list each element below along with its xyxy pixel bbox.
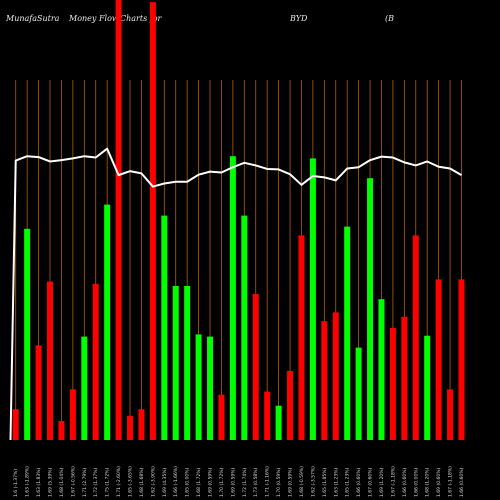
x-tick-label: 1.70 (0.59%) bbox=[276, 467, 282, 497]
line-series bbox=[9, 147, 462, 441]
x-tick-label: 1.69 (5.39%) bbox=[48, 467, 54, 497]
chart-name-label: Money Flow bbox=[69, 14, 119, 23]
x-tick-label: 1.67 (-1.18%) bbox=[448, 466, 454, 497]
x-tick-label: 1.66 (0.60%) bbox=[402, 467, 408, 497]
x-tick-label: 1.65 (-3.65%) bbox=[128, 466, 134, 497]
bar bbox=[321, 321, 328, 440]
bar bbox=[458, 279, 465, 440]
bar bbox=[69, 389, 76, 440]
x-tick-label: 1.66 (-1.66%) bbox=[173, 466, 179, 497]
x-tick-label: 1.72 (1.74%) bbox=[242, 467, 248, 497]
x-tick-label: 1.63 (1.23%) bbox=[333, 467, 339, 497]
bar bbox=[401, 316, 408, 440]
x-tick-label: 1.65 (1.85%) bbox=[322, 467, 328, 497]
bar bbox=[218, 394, 225, 440]
bar bbox=[24, 228, 31, 440]
x-tick-label: 1.67 (-1.18%) bbox=[390, 466, 396, 497]
x-tick-label: 1.71 (2.79%) bbox=[82, 467, 88, 497]
x-tick-label: 1.72 (1.37%) bbox=[93, 467, 99, 497]
x-tick-label: 1.69 (0.59%) bbox=[208, 467, 214, 497]
bar bbox=[104, 204, 111, 440]
bar bbox=[58, 421, 65, 440]
x-tick-label: 1.65 (1.23%) bbox=[345, 467, 351, 497]
bar bbox=[92, 283, 99, 440]
x-tick-label: 1.67 (0.60%) bbox=[368, 467, 374, 497]
bar bbox=[172, 286, 179, 440]
bar bbox=[435, 279, 442, 440]
bar bbox=[275, 405, 282, 440]
x-tick-label: 1.68 (1.20%) bbox=[425, 467, 431, 497]
bar bbox=[149, 2, 156, 440]
x-tick-label: 1.69 (0.60%) bbox=[436, 467, 442, 497]
bar bbox=[389, 327, 396, 440]
x-tick-labels: 1.6 (-1.37%) 1.63 (-1.89%) 1.63 (1.83%) 1.6… bbox=[13, 466, 465, 497]
bar bbox=[412, 235, 419, 440]
bar bbox=[138, 409, 145, 440]
title-tail-label: Charts for bbox=[120, 14, 162, 23]
bar bbox=[332, 312, 339, 440]
x-tick-label: 1.66 (0.60%) bbox=[459, 467, 465, 497]
x-tick-label: 1.69 (0.59%) bbox=[230, 467, 236, 497]
x-tick-label: 1.65 (0.00%) bbox=[185, 467, 191, 497]
bar bbox=[378, 299, 385, 440]
bar bbox=[195, 334, 202, 440]
bar bbox=[424, 335, 431, 440]
x-tick-label: 1.68 (1.04%) bbox=[59, 467, 65, 497]
x-tick-label: 1.63 (1.83%) bbox=[36, 467, 42, 497]
x-tick-label: 1.71 (-2.60%) bbox=[116, 466, 122, 497]
bar bbox=[264, 391, 271, 440]
x-tick-label: 1.62 (-3.57%) bbox=[310, 466, 316, 497]
x-tick-label: 1.68 (-0.59%) bbox=[299, 466, 305, 497]
money-flow-line bbox=[9, 147, 462, 441]
bar bbox=[367, 178, 374, 440]
bar bbox=[81, 336, 88, 440]
x-tick-label: 1.6 (-1.37%) bbox=[13, 469, 19, 497]
x-tick-label: 1.75 (1.72%) bbox=[105, 467, 111, 497]
x-tick-label: 1.73 (0.58%) bbox=[253, 467, 259, 497]
x-tick-label: 1.69 (1.20%) bbox=[379, 467, 385, 497]
bar bbox=[35, 345, 42, 440]
x-tick-label: 1.68 (1.72%) bbox=[196, 467, 202, 497]
x-tick-label: 1.69 (4.35%) bbox=[162, 467, 168, 497]
x-tick-label: 1.63 (-1.89%) bbox=[25, 466, 31, 497]
bar bbox=[115, 0, 122, 440]
x-tick-label: 1.66 (0.00%) bbox=[413, 467, 419, 497]
x-tick-label: 1.71 (-1.16%) bbox=[265, 466, 271, 497]
x-tick-label: 1.66 (0.60%) bbox=[356, 467, 362, 497]
bar bbox=[47, 281, 54, 440]
bar bbox=[252, 293, 259, 440]
bar bbox=[287, 370, 294, 440]
bar bbox=[184, 286, 191, 440]
bar bbox=[161, 215, 168, 440]
symbol-label: BYD bbox=[290, 14, 308, 23]
bar bbox=[309, 158, 316, 440]
bar bbox=[127, 415, 134, 440]
bar bbox=[12, 409, 19, 440]
x-tick-label: 1.67 (-0.56%) bbox=[70, 466, 76, 497]
bar bbox=[447, 389, 454, 440]
x-tick-label: 1.62 (-3.90%) bbox=[150, 466, 156, 497]
brand-label: MunafaSutra bbox=[6, 14, 60, 23]
x-tick-label: 1.68 (1.68%) bbox=[139, 467, 145, 497]
bar bbox=[207, 336, 214, 440]
bar bbox=[344, 226, 351, 440]
bar bbox=[298, 235, 305, 440]
x-tick-label: 1.69 (0.59%) bbox=[288, 467, 294, 497]
bar bbox=[229, 156, 236, 440]
bar bbox=[241, 215, 248, 440]
bar-series bbox=[12, 0, 465, 440]
x-tick-label: 1.70 (1.72%) bbox=[219, 467, 225, 497]
bar bbox=[355, 347, 362, 440]
company-label: (B bbox=[385, 14, 394, 23]
